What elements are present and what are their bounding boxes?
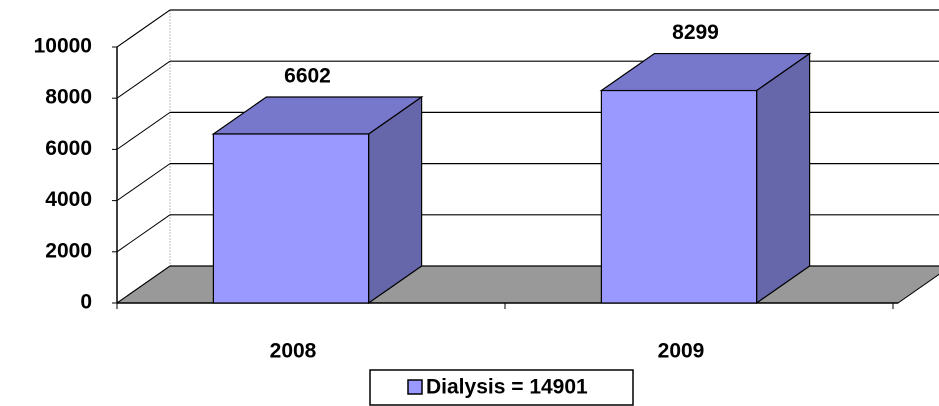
bar-front [212, 133, 370, 304]
y-tick-label: 4000 [45, 188, 92, 211]
value-label: 8299 [672, 21, 719, 44]
y-tick-label: 10000 [34, 35, 92, 58]
bar [599, 52, 812, 305]
side-grid-line [116, 265, 171, 304]
legend-swatch [407, 379, 423, 395]
side-grid-line [116, 9, 171, 48]
y-tick-label: 0 [80, 291, 92, 314]
bar [211, 95, 424, 305]
legend-label: Dialysis = 14901 [426, 376, 588, 399]
x-tick-label: 2009 [658, 340, 705, 363]
y-tick-label: 8000 [45, 86, 92, 109]
bar-side [755, 52, 811, 305]
y-tick-label: 2000 [45, 239, 92, 262]
side-grid-line [116, 111, 171, 150]
side-grid-line [116, 60, 171, 99]
value-label: 6602 [284, 65, 331, 88]
side-grid-line [116, 214, 171, 253]
x-tick-label: 2008 [270, 340, 317, 363]
legend: Dialysis = 14901 [369, 369, 634, 406]
side-grid-line [116, 163, 171, 202]
bar-front [600, 89, 758, 304]
y-tick-label: 6000 [45, 137, 92, 160]
